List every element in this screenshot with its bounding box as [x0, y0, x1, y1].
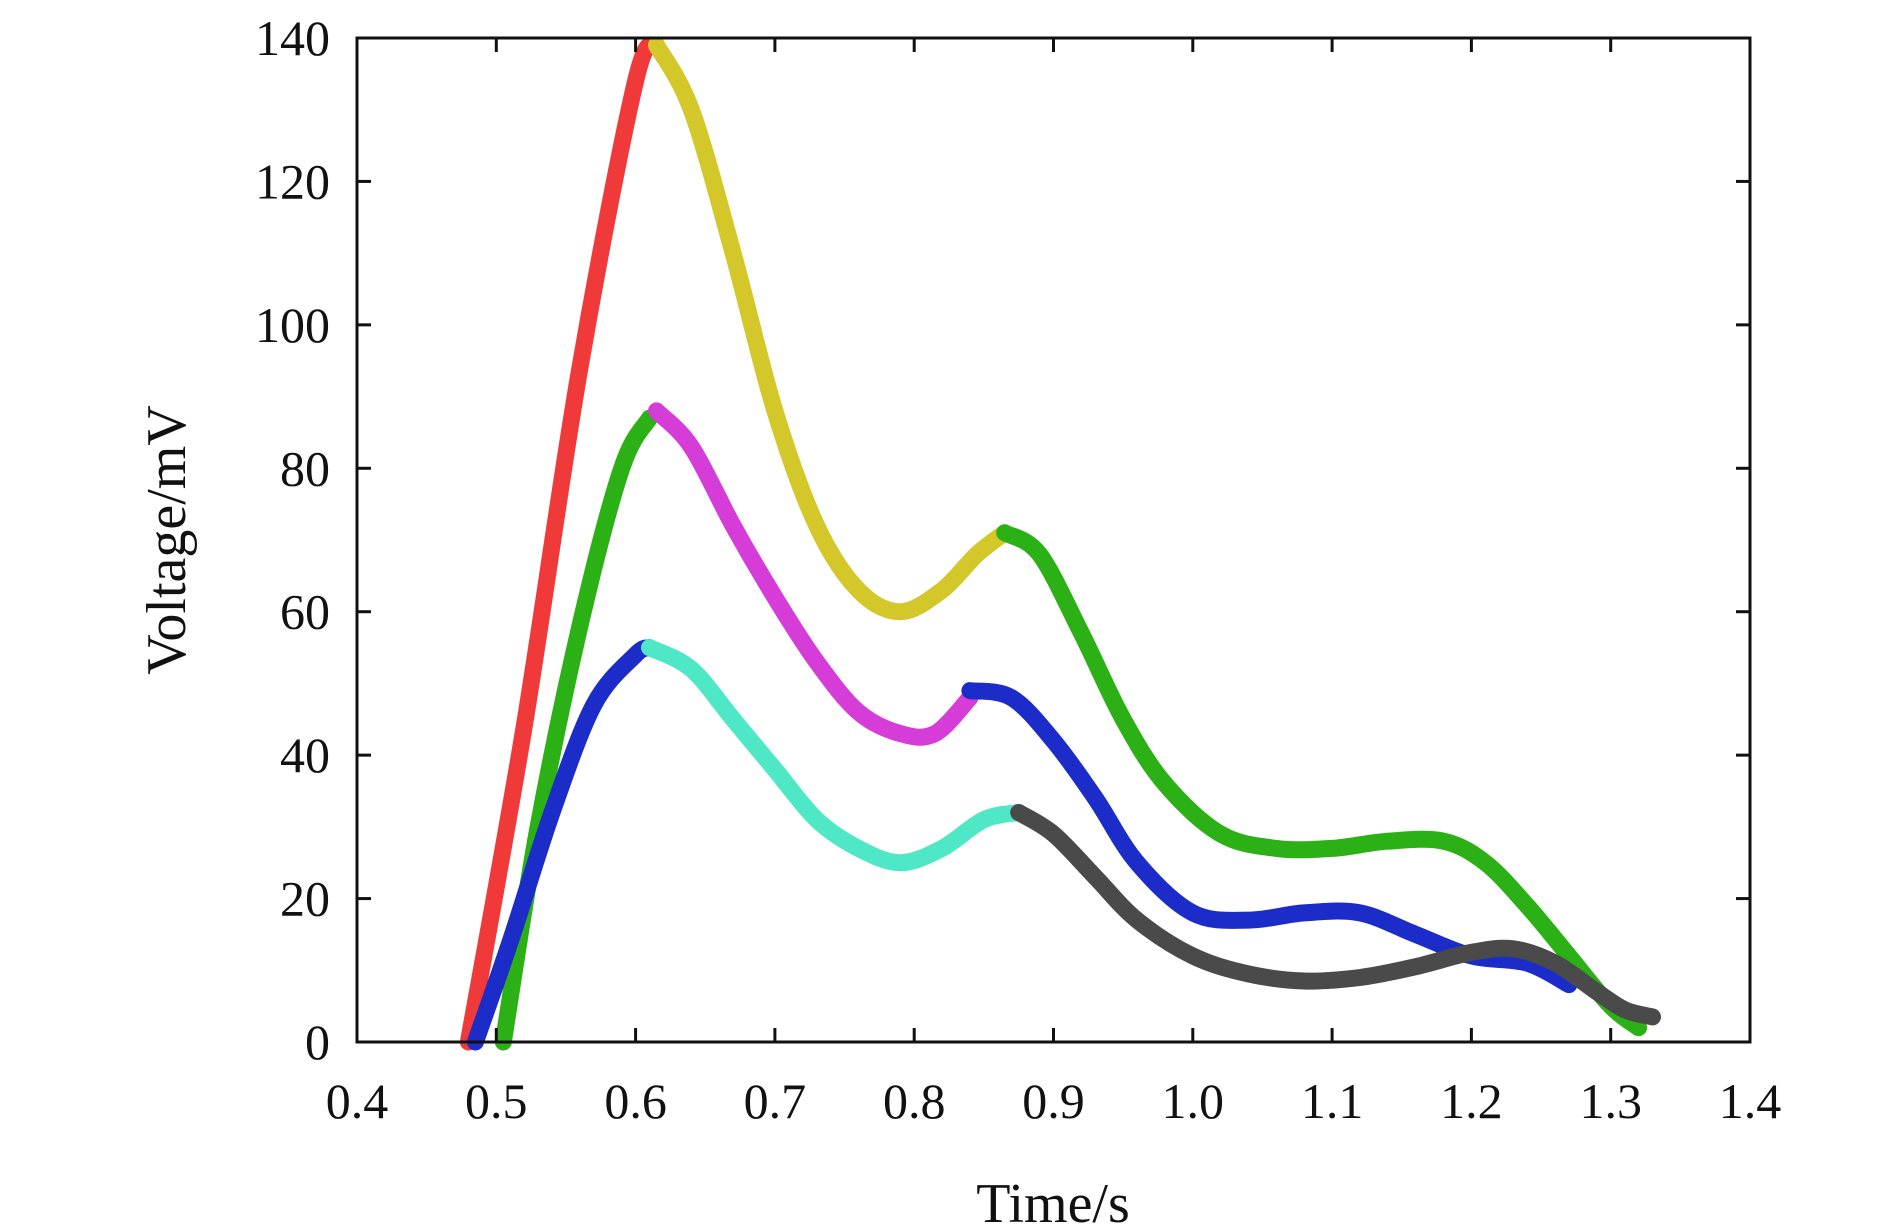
x-tick-label: 0.7: [744, 1073, 807, 1129]
x-tick-label: 0.6: [604, 1073, 667, 1129]
tick-layer: 0.4 0.5 0.6 0.7 0.8 0.9 1.0 1.1 1.2 1.3 1.4 0 20 40 60…: [255, 10, 1781, 1129]
series-line-8: [641, 639, 1028, 872]
y-axis-title: Voltage/mV: [136, 405, 198, 675]
x-axis-title: Time/s: [976, 1173, 1130, 1232]
x-tick-label: 1.4: [1719, 1073, 1782, 1129]
y-tick-label: 100: [255, 297, 330, 353]
series-line-9: [1010, 804, 1661, 1026]
x-tick-label: 0.5: [465, 1073, 528, 1129]
x-tick-label: 1.0: [1162, 1073, 1225, 1129]
y-tick-label: 140: [255, 10, 330, 66]
y-tick-label: 60: [280, 584, 330, 640]
series-line-5: [648, 402, 979, 746]
x-tick-label: 1.1: [1301, 1073, 1364, 1129]
x-tick-label: 1.3: [1579, 1073, 1642, 1129]
y-tick-label: 80: [280, 440, 330, 496]
y-tick-label: 40: [280, 727, 330, 783]
x-tick-label: 0.8: [883, 1073, 946, 1129]
y-tick-label: 0: [305, 1014, 330, 1070]
x-tick-label: 1.2: [1440, 1073, 1503, 1129]
series-line-2: [648, 36, 1014, 621]
series-line-1: [459, 36, 665, 1051]
x-tick-label: 0.4: [326, 1073, 389, 1129]
series-layer: [459, 36, 1661, 1051]
y-tick-label: 20: [280, 871, 330, 927]
plot-frame: [355, 36, 1752, 1044]
series-line-4: [996, 524, 1648, 1037]
x-tick-label: 0.9: [1022, 1073, 1085, 1129]
series-line-6: [466, 639, 658, 1051]
y-tick-label: 120: [255, 153, 330, 209]
